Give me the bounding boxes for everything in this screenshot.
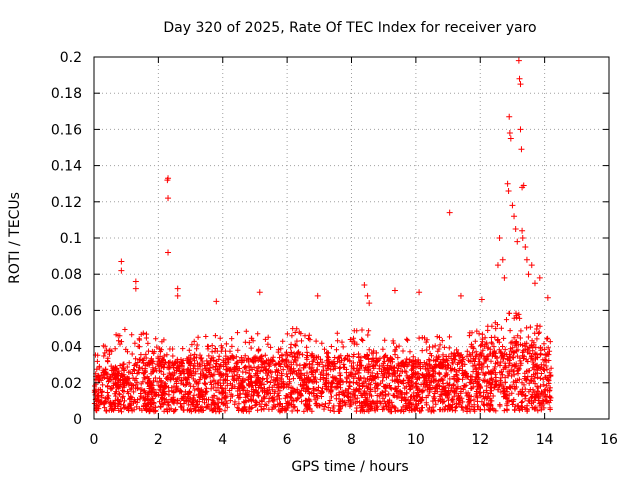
roti-point [391, 287, 398, 294]
roti-point [361, 282, 368, 289]
roti-point [522, 244, 529, 251]
roti-point [499, 256, 506, 263]
roti-point [512, 225, 519, 232]
y-tick-label: 0.18 [51, 86, 82, 102]
y-tick-label: 0.02 [51, 376, 82, 392]
roti-point-cloud [91, 310, 554, 415]
y-tick-label: 0.2 [60, 50, 82, 66]
roti-point [366, 300, 373, 307]
roti-point [501, 274, 508, 281]
roti-point [165, 195, 172, 202]
roti-point [364, 292, 371, 299]
roti-point [520, 182, 527, 189]
y-axis-label: ROTI / TECUs [7, 192, 23, 284]
roti-point [523, 256, 530, 263]
roti-point [457, 292, 464, 299]
roti-point [505, 187, 512, 194]
x-tick-label: 12 [471, 432, 489, 448]
roti-point [118, 267, 125, 274]
roti-point [164, 177, 171, 184]
roti-point [544, 294, 551, 301]
roti-point [174, 292, 181, 299]
grid-lines [94, 57, 609, 419]
roti-point [478, 296, 485, 303]
y-tick-label: 0.16 [51, 122, 82, 138]
roti-point [528, 262, 535, 269]
axis-ticks: 0 2 4 6 8 10 12 14 16 0 0.02 0.04 0.06 0.08 0.1 0.12 0.1… [51, 50, 618, 448]
roti-point [494, 262, 501, 269]
roti-point [519, 227, 526, 234]
roti-point [506, 130, 513, 137]
y-tick-label: 0.06 [51, 303, 82, 319]
roti-point [515, 57, 522, 64]
roti-point [446, 209, 453, 216]
roti-point [506, 113, 513, 120]
roti-point [213, 298, 220, 305]
roti-point [511, 213, 518, 220]
roti-point [518, 146, 525, 153]
chart-title: Day 320 of 2025, Rate Of TEC Index for r… [163, 20, 536, 36]
roti-point [416, 289, 423, 296]
roti-point [165, 249, 172, 256]
roti-point [174, 285, 181, 292]
roti-point [531, 280, 538, 287]
roti-point [525, 271, 532, 278]
roti-point [514, 238, 521, 245]
y-tick-label: 0.04 [51, 340, 82, 356]
y-tick-label: 0.08 [51, 267, 82, 283]
roti-point [504, 180, 511, 187]
roti-point [132, 285, 139, 292]
roti-point [519, 235, 526, 241]
roti-point [314, 292, 321, 299]
x-tick-label: 0 [90, 432, 99, 448]
y-tick-label: 0 [73, 412, 82, 428]
roti-point [507, 135, 514, 142]
x-tick-label: 10 [407, 432, 425, 448]
x-tick-label: 16 [600, 432, 618, 448]
y-tick-label: 0.1 [60, 231, 82, 247]
roti-point [517, 81, 524, 88]
data-points [91, 57, 554, 415]
x-tick-label: 4 [218, 432, 227, 448]
roti-point [516, 75, 523, 82]
x-tick-label: 8 [347, 432, 356, 448]
roti-point [536, 274, 543, 281]
roti-point [496, 235, 503, 241]
x-tick-label: 6 [283, 432, 292, 448]
x-axis-label: GPS time / hours [291, 459, 408, 475]
roti-point [509, 202, 516, 209]
y-tick-label: 0.12 [51, 195, 82, 211]
roti-point [118, 258, 125, 265]
y-tick-label: 0.14 [51, 159, 82, 175]
x-tick-label: 14 [536, 432, 554, 448]
roti-point [256, 289, 263, 296]
roti-point [517, 126, 524, 133]
x-tick-label: 2 [154, 432, 163, 448]
roti-point [132, 278, 139, 285]
